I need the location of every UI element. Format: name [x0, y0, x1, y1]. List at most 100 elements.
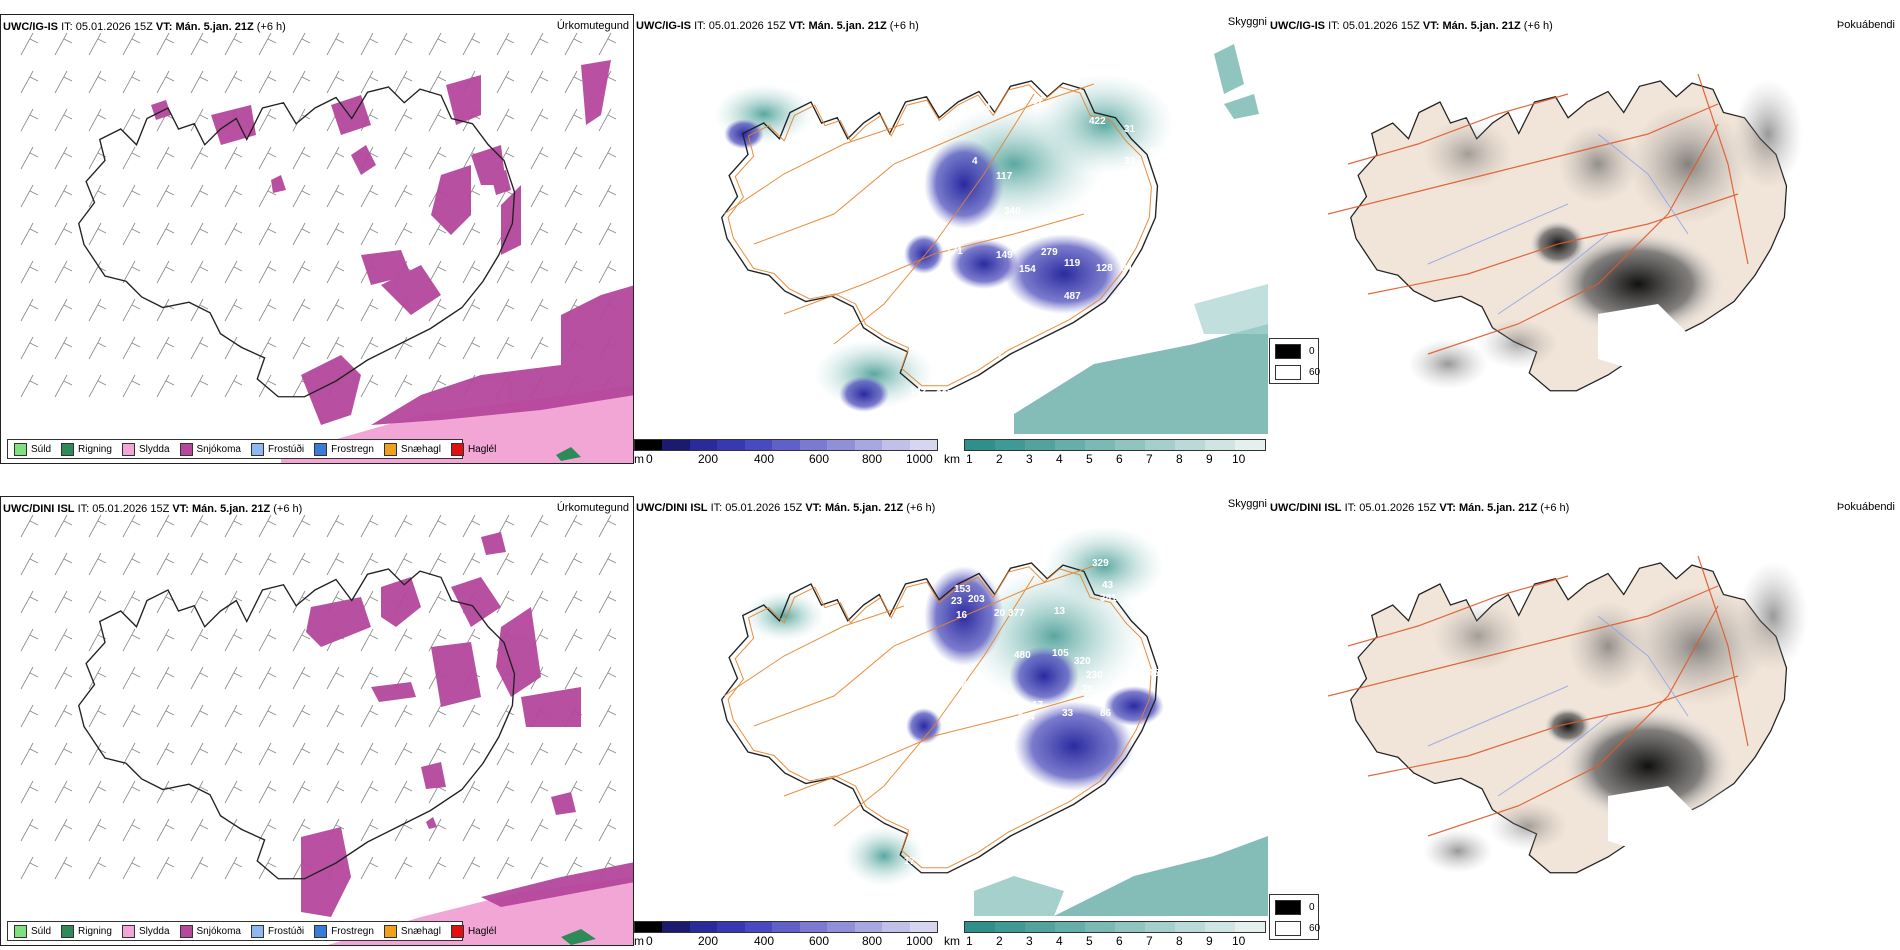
colorbar-segment — [1175, 440, 1205, 450]
colorbar-segment — [689, 440, 718, 450]
wind-barb — [360, 704, 379, 728]
swatch — [1275, 921, 1301, 936]
svg-text:117: 117 — [996, 171, 1013, 182]
wind-barb — [496, 856, 515, 880]
tick: 4 — [1056, 934, 1063, 946]
wind-barb — [54, 628, 73, 652]
wind-barb — [326, 780, 345, 804]
tick: 5 — [1086, 452, 1093, 464]
wind-barb — [156, 336, 175, 360]
wind-barb — [122, 856, 141, 880]
swatch — [383, 924, 397, 938]
wind-barb — [122, 374, 141, 398]
wind-barb — [462, 260, 481, 284]
wind-barb — [190, 374, 209, 398]
tick: 1 — [966, 934, 973, 946]
wind-barb — [564, 32, 583, 56]
wind-barb — [462, 818, 481, 842]
wind-barb — [54, 742, 73, 766]
wind-barb — [190, 742, 209, 766]
wind-barb — [564, 552, 583, 576]
colorbar-segment — [882, 440, 910, 450]
swatch — [179, 924, 193, 938]
svg-text:230: 230 — [1086, 670, 1103, 681]
wind-barb — [88, 222, 107, 246]
tick: 600 — [809, 452, 830, 464]
wind-barb — [224, 32, 243, 56]
colorbar-segment — [965, 440, 995, 450]
svg-text:60: 60 — [1150, 146, 1162, 157]
wind-barb — [20, 374, 39, 398]
wind-barb — [360, 628, 379, 652]
wind-barb — [394, 108, 413, 132]
wind-barb — [156, 222, 175, 246]
wind-barb — [428, 552, 447, 576]
wind-barb — [156, 628, 175, 652]
wind-barb — [360, 32, 379, 56]
svg-text:13: 13 — [1054, 606, 1066, 617]
wind-barb — [598, 628, 617, 652]
svg-text:20: 20 — [994, 608, 1006, 619]
wind-barb — [326, 552, 345, 576]
wind-barb — [88, 514, 107, 538]
wind-barb — [530, 70, 549, 94]
wind-barb — [122, 32, 141, 56]
wind-barb — [20, 222, 39, 246]
wind-barb — [54, 514, 73, 538]
wind-barb — [224, 590, 243, 614]
panel-title: Þokuábendi — [1836, 501, 1895, 513]
wind-barb — [190, 780, 209, 804]
wind-barb — [462, 742, 481, 766]
wind-barb — [156, 70, 175, 94]
wind-barb — [394, 780, 413, 804]
visibility-colorbar — [964, 921, 1266, 933]
fog-legend: 0 60 — [1269, 894, 1320, 940]
wind-barb — [428, 514, 447, 538]
wind-barb — [54, 146, 73, 170]
wind-barb — [394, 336, 413, 360]
wind-barb — [190, 108, 209, 132]
wind-barb — [88, 856, 107, 880]
colorbar-segment — [635, 922, 663, 932]
svg-text:48: 48 — [970, 352, 982, 363]
wind-barb — [122, 552, 141, 576]
wind-barb — [292, 590, 311, 614]
legend-item-sleet: Slydda — [121, 442, 170, 456]
wind-barb — [326, 70, 345, 94]
wind-barb — [394, 818, 413, 842]
wind-barb — [20, 146, 39, 170]
wind-barb — [292, 552, 311, 576]
wind-barb — [88, 374, 107, 398]
tick: 2 — [996, 934, 1003, 946]
svg-text:340: 340 — [1004, 206, 1021, 217]
wind-barb — [190, 704, 209, 728]
wind-barb — [54, 70, 73, 94]
swatch — [1275, 344, 1301, 359]
tick: 5 — [1086, 934, 1093, 946]
wind-barb — [360, 742, 379, 766]
wind-barb — [292, 146, 311, 170]
wind-barb — [54, 818, 73, 842]
wind-barb — [122, 70, 141, 94]
wind-barb — [20, 628, 39, 652]
svg-text:17: 17 — [1032, 700, 1044, 711]
wind-barb — [156, 260, 175, 284]
wind-barb — [54, 704, 73, 728]
wind-barb — [224, 552, 243, 576]
swatch — [314, 442, 328, 456]
wind-barb — [360, 780, 379, 804]
wind-barb — [530, 298, 549, 322]
wind-barb — [190, 514, 209, 538]
tick: 1000 — [906, 452, 933, 464]
wind-barb — [88, 146, 107, 170]
wind-barb — [394, 628, 413, 652]
svg-text:207: 207 — [986, 350, 1003, 361]
colorbar-segment — [965, 922, 995, 932]
wind-barb — [224, 146, 243, 170]
wind-barb — [598, 780, 617, 804]
wind-barb — [564, 108, 583, 132]
wind-barb — [156, 514, 175, 538]
wind-barb — [20, 336, 39, 360]
swatch — [61, 442, 75, 456]
